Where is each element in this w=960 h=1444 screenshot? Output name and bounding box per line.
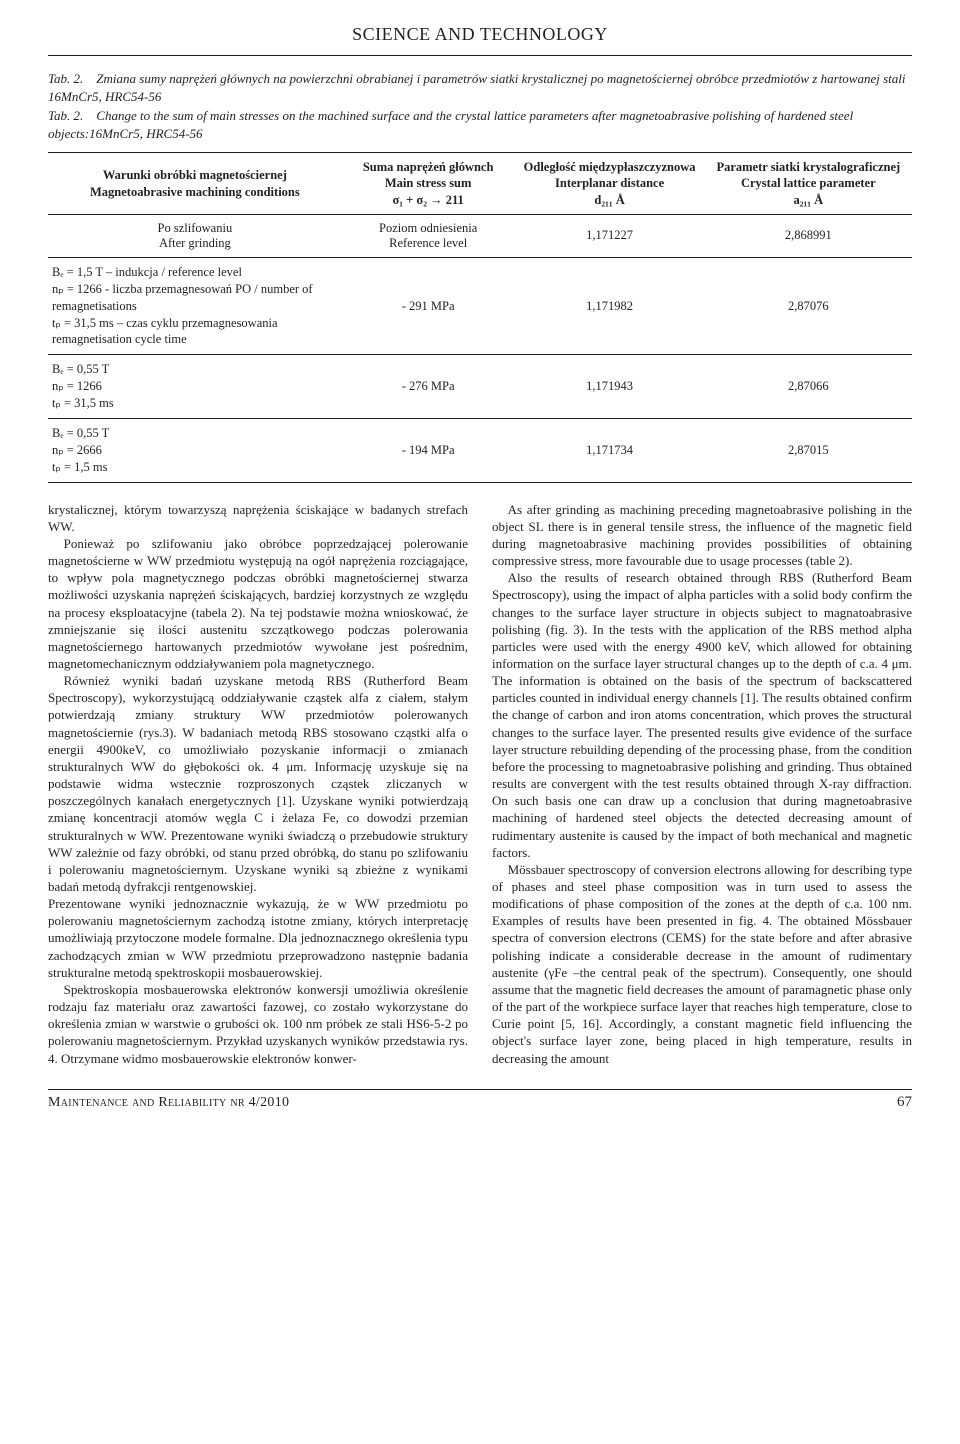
body-columns: krystalicznej, którym towarzyszą napręże… [48, 501, 912, 1067]
cell-stress: - 276 MPa [342, 355, 515, 419]
body-paragraph: Prezentowane wyniki jednoznacznie wykazu… [48, 895, 468, 981]
footer-page-number: 67 [897, 1094, 912, 1111]
table-caption-en: Tab. 2. Change to the sum of main stress… [48, 107, 912, 142]
cell-lattice: 2,868991 [705, 214, 912, 257]
cell-stress: Poziom odniesieniaReference level [342, 214, 515, 257]
col-header-lattice: Parametr siatki krystalograficznejCrysta… [705, 153, 912, 215]
table-row: Bₑ = 0,55 Tnₚ = 1266tₚ = 31,5 ms - 276 M… [48, 355, 912, 419]
cell-conditions: Po szlifowaniuAfter grinding [48, 214, 342, 257]
header-rule [48, 55, 912, 56]
page-footer: Maintenance and Reliability nr 4/2010 67 [48, 1089, 912, 1111]
results-table: Warunki obróbki magnetościernejMagnetoab… [48, 152, 912, 482]
body-paragraph: As after grinding as machining preceding… [492, 501, 912, 570]
table-caption-pl: Tab. 2. Zmiana sumy naprężeń głównych na… [48, 70, 912, 105]
cell-distance: 1,171943 [515, 355, 705, 419]
footer-rule [48, 1089, 912, 1090]
cell-conditions: Bₑ = 0,55 Tnₚ = 1266tₚ = 31,5 ms [48, 355, 342, 419]
cell-conditions: Bₑ = 1,5 T – indukcja / reference leveln… [48, 257, 342, 354]
table-row: Bₑ = 1,5 T – indukcja / reference leveln… [48, 257, 912, 354]
cell-stress: - 194 MPa [342, 418, 515, 482]
body-paragraph: Mössbauer spectroscopy of conversion ele… [492, 861, 912, 1067]
body-paragraph: krystalicznej, którym towarzyszą napręże… [48, 501, 468, 535]
col-header-conditions: Warunki obróbki magnetościernejMagnetoab… [48, 153, 342, 215]
cell-distance: 1,171734 [515, 418, 705, 482]
table-row: Po szlifowaniuAfter grinding Poziom odni… [48, 214, 912, 257]
cell-distance: 1,171982 [515, 257, 705, 354]
col-header-stress: Suma naprężeń głównchMain stress sumσ₁ +… [342, 153, 515, 215]
body-paragraph: Również wyniki badań uzyskane metodą RBS… [48, 672, 468, 895]
table-row: Bₑ = 0,55 Tnₚ = 2666tₚ = 1,5 ms - 194 MP… [48, 418, 912, 482]
cell-conditions: Bₑ = 0,55 Tnₚ = 2666tₚ = 1,5 ms [48, 418, 342, 482]
footer-journal: Maintenance and Reliability nr 4/2010 [48, 1095, 289, 1111]
cell-lattice: 2,87015 [705, 418, 912, 482]
col-header-distance: Odległość międzypłaszczyznowaInterplanar… [515, 153, 705, 215]
cell-lattice: 2,87066 [705, 355, 912, 419]
cell-stress: - 291 MPa [342, 257, 515, 354]
cell-lattice: 2,87076 [705, 257, 912, 354]
table-header-row: Warunki obróbki magnetościernejMagnetoab… [48, 153, 912, 215]
body-paragraph: Spektroskopia mosbauerowska elektronów k… [48, 981, 468, 1067]
body-paragraph: Ponieważ po szlifowaniu jako obróbce pop… [48, 535, 468, 672]
body-paragraph: Also the results of research obtained th… [492, 569, 912, 861]
running-head: SCIENCE AND TECHNOLOGY [48, 24, 912, 45]
cell-distance: 1,171227 [515, 214, 705, 257]
